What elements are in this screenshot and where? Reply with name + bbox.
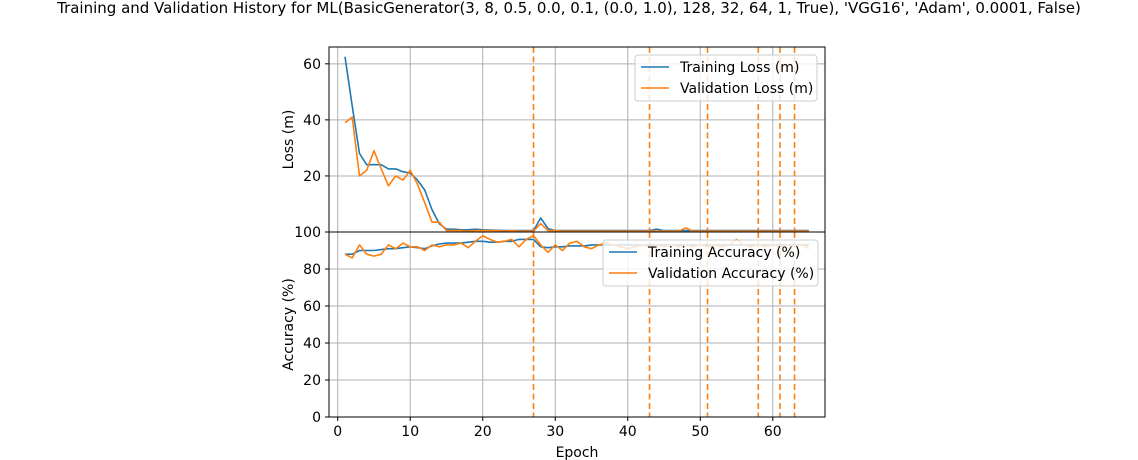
x-tick-label: 30 <box>546 424 564 440</box>
accuracy-legend: Training Accuracy (%) Validation Accuracy… <box>602 239 819 287</box>
loss-ticks: 20 40 60 <box>303 57 329 185</box>
y-tick-label: 100 <box>294 225 321 241</box>
accuracy-ticks: 0 20 40 60 80 100 0 10 20 30 40 50 60 <box>294 225 781 440</box>
loss-series <box>344 56 809 232</box>
legend-label: Validation Accuracy (%) <box>648 266 814 282</box>
legend-box <box>634 54 818 102</box>
y-tick-label: 60 <box>303 57 321 73</box>
x-tick-label: 10 <box>401 424 419 440</box>
x-tick-label: 20 <box>474 424 492 440</box>
y-tick-label: 0 <box>312 410 321 426</box>
loss-y-axis-label: Loss (m) <box>281 110 297 170</box>
y-tick-label: 40 <box>303 113 321 129</box>
y-tick-label: 20 <box>303 373 321 389</box>
y-tick-label: 60 <box>303 299 321 315</box>
series-line <box>344 116 809 232</box>
x-tick-label: 40 <box>619 424 637 440</box>
y-tick-label: 80 <box>303 262 321 278</box>
accuracy-subplot: 0 20 40 60 80 100 0 10 20 30 40 50 60 Accuracy (%) E… <box>281 225 826 460</box>
legend-label: Training Loss (m) <box>679 60 799 76</box>
x-tick-label: 60 <box>764 424 782 440</box>
accuracy-y-axis-label: Accuracy (%) <box>281 278 297 371</box>
x-tick-label: 50 <box>691 424 709 440</box>
accuracy-axes-frame <box>328 231 826 418</box>
loss-subplot: 20 40 60 Loss (m) Training Loss (m) Validat… <box>281 46 826 233</box>
y-tick-label: 20 <box>303 169 321 185</box>
legend-label: Validation Loss (m) <box>680 81 813 97</box>
x-tick-label: 0 <box>333 424 342 440</box>
loss-legend: Training Loss (m) Validation Loss (m) <box>634 54 818 102</box>
chart-title: Training and Validation History for ML(B… <box>56 0 1081 17</box>
y-tick-label: 40 <box>303 336 321 352</box>
legend-box <box>602 239 819 287</box>
legend-label: Training Accuracy (%) <box>647 245 800 261</box>
x-axis-label: Epoch <box>556 445 599 460</box>
